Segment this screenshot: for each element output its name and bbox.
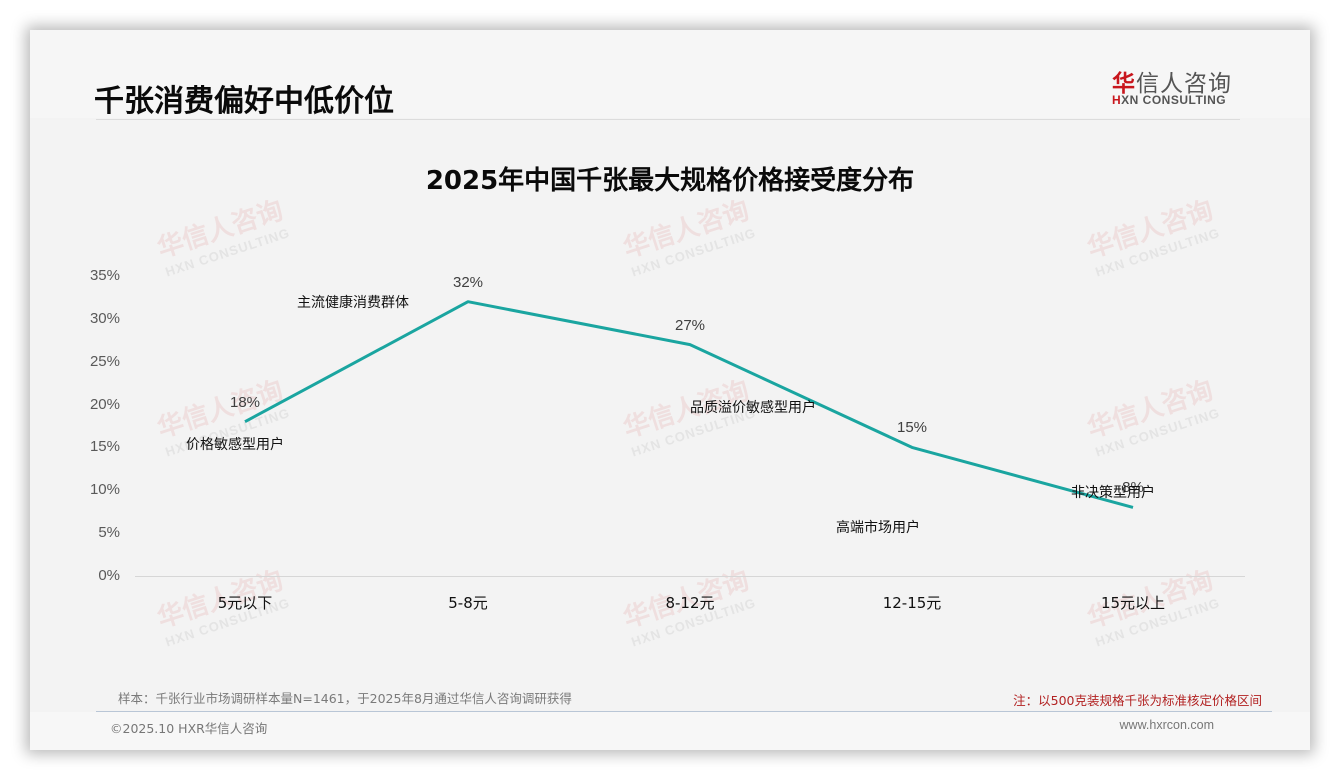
- data-label: 8%: [1122, 479, 1144, 497]
- y-tick: 30%: [89, 310, 120, 327]
- header-divider: [96, 119, 1240, 120]
- x-tick: 8-12元: [665, 594, 715, 612]
- company-logo: 华信人咨询 HXN CONSULTING: [1112, 64, 1242, 112]
- annotation-high-end: 高端市场用户: [836, 520, 920, 536]
- data-label: 15%: [896, 419, 928, 437]
- series-line: [244, 300, 1134, 509]
- y-tick: 35%: [89, 267, 120, 284]
- data-label: 27%: [674, 316, 706, 334]
- x-tick: 5-8元: [448, 594, 488, 612]
- method-note: 注：以500克装规格千张为标准核定价格区间: [1013, 693, 1262, 708]
- annotation-mainstream: 主流健康消费群体: [297, 295, 409, 311]
- y-tick: 15%: [89, 438, 120, 455]
- slide-card: 千张消费偏好中低价位 华信人咨询 HXN CONSULTING 华信人咨询 HXN…: [30, 30, 1310, 750]
- x-tick: 15元以上: [1100, 594, 1166, 612]
- x-tick: 5元以下: [217, 594, 273, 612]
- annotation-price-sensitive: 价格敏感型用户: [186, 437, 284, 453]
- logo-chinese: 华信人咨询: [1112, 71, 1232, 97]
- annotation-non-decision: 非决策型用户: [1071, 485, 1155, 501]
- header-band: [30, 30, 1310, 118]
- annotation-quality-premium: 品质溢价敏感型用户: [690, 400, 816, 416]
- logo-english: HXN CONSULTING: [1112, 93, 1227, 107]
- data-label: 18%: [229, 393, 261, 411]
- y-tick: 10%: [89, 481, 120, 498]
- website-link[interactable]: www.hxrcon.com: [1119, 718, 1214, 732]
- y-tick: 5%: [98, 524, 120, 541]
- x-tick: 12-15元: [882, 594, 942, 612]
- y-tick: 25%: [89, 353, 120, 370]
- y-tick: 0%: [98, 567, 120, 584]
- copyright: ©2025.10 HXR华信人咨询: [110, 721, 268, 736]
- y-tick: 20%: [89, 396, 120, 413]
- sample-note: 样本：千张行业市场调研样本量N=1461，于2025年8月通过华信人咨询调研获得: [118, 691, 572, 706]
- footer-divider: [96, 711, 1272, 712]
- page-title: 千张消费偏好中低价位: [94, 84, 394, 119]
- data-label: 32%: [452, 273, 484, 291]
- line-chart-plot: [135, 300, 1245, 577]
- chart-title: 2025年中国千张最大规格价格接受度分布: [425, 166, 915, 196]
- footer-band: [30, 712, 1310, 750]
